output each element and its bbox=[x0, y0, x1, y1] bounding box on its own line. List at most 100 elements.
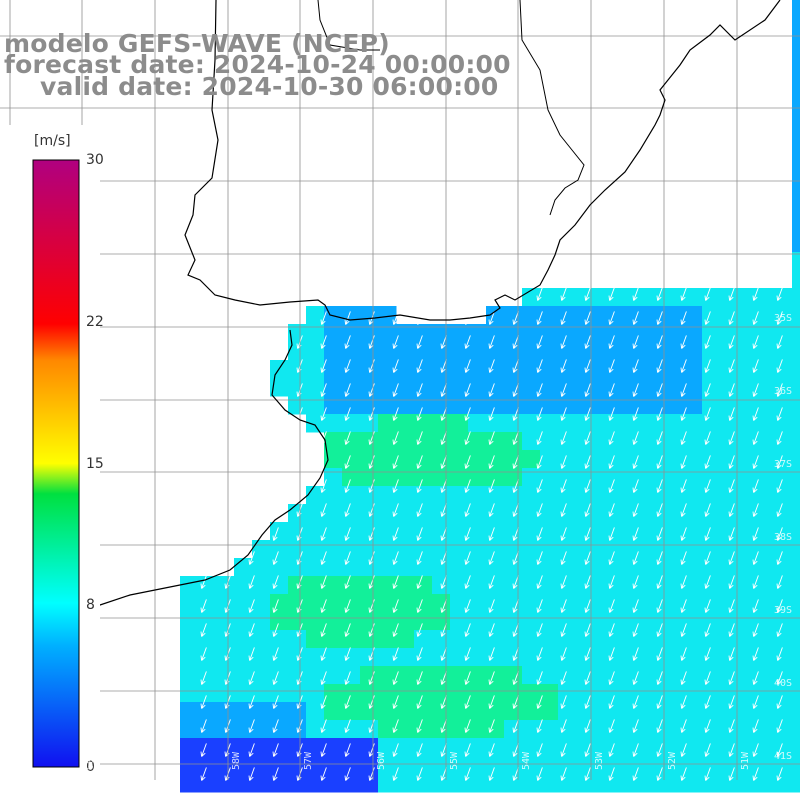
wind-arrow bbox=[488, 359, 495, 373]
wind-cell bbox=[558, 324, 577, 343]
wind-cell bbox=[414, 756, 433, 775]
longitude-label: 51W bbox=[740, 751, 751, 770]
wind-cell bbox=[396, 756, 415, 775]
wind-arrow bbox=[560, 431, 567, 445]
wind-arrow bbox=[512, 455, 519, 469]
wind-cell bbox=[684, 720, 703, 739]
wind-cell bbox=[612, 378, 631, 397]
wind-arrow bbox=[608, 455, 615, 469]
wind-arrow bbox=[392, 479, 399, 493]
wind-arrow bbox=[656, 431, 663, 445]
wind-cell bbox=[288, 342, 307, 361]
wind-cell bbox=[648, 306, 667, 325]
wind-cell bbox=[450, 612, 469, 631]
wind-cell bbox=[594, 612, 613, 631]
wind-cell bbox=[450, 486, 469, 505]
wind-cell bbox=[630, 594, 649, 613]
coastline bbox=[184, 0, 781, 321]
wind-cell bbox=[594, 522, 613, 541]
wind-cell bbox=[540, 702, 559, 721]
wind-cell bbox=[252, 576, 271, 595]
wind-arrow bbox=[584, 407, 591, 421]
wind-arrow bbox=[248, 599, 255, 613]
wind-cell bbox=[684, 594, 703, 613]
wind-arrow bbox=[728, 503, 735, 517]
wind-arrow bbox=[752, 383, 759, 397]
wind-cell bbox=[576, 342, 595, 361]
wind-cell bbox=[558, 648, 577, 667]
wind-cell bbox=[432, 396, 451, 415]
wind-cell bbox=[306, 558, 325, 577]
wind-arrow bbox=[752, 311, 759, 325]
wind-cell bbox=[180, 720, 199, 739]
wind-cell bbox=[630, 738, 649, 757]
wind-cell bbox=[774, 666, 793, 685]
wind-cell bbox=[504, 468, 523, 487]
wind-arrow bbox=[392, 455, 399, 469]
wind-arrow bbox=[752, 335, 759, 349]
wind-cell bbox=[630, 450, 649, 469]
wind-arrow bbox=[272, 767, 279, 781]
wind-arrow bbox=[536, 671, 543, 685]
wind-cell bbox=[612, 522, 631, 541]
wind-cell bbox=[324, 576, 343, 595]
wind-cell bbox=[270, 720, 289, 739]
wind-arrow bbox=[704, 623, 711, 637]
wind-cell bbox=[738, 360, 757, 379]
wind-arrow bbox=[272, 695, 279, 709]
wind-cell bbox=[792, 306, 800, 325]
wind-cell bbox=[540, 378, 559, 397]
wind-arrow bbox=[488, 527, 495, 541]
wind-cell bbox=[252, 594, 271, 613]
wind-arrow bbox=[776, 383, 783, 397]
wind-arrow bbox=[392, 575, 399, 589]
wind-cell bbox=[378, 594, 397, 613]
wind-cell bbox=[504, 540, 523, 559]
wind-cell bbox=[756, 522, 775, 541]
wind-cell bbox=[576, 594, 595, 613]
wind-arrow bbox=[440, 671, 447, 685]
wind-arrow bbox=[344, 599, 351, 613]
wind-cell bbox=[774, 648, 793, 667]
wind-cell bbox=[774, 738, 793, 757]
wind-cell bbox=[738, 666, 757, 685]
wind-cell bbox=[450, 720, 469, 739]
wind-arrow bbox=[536, 503, 543, 517]
wind-cell bbox=[774, 522, 793, 541]
wind-cell bbox=[540, 468, 559, 487]
wind-cell bbox=[594, 648, 613, 667]
wind-arrow bbox=[728, 671, 735, 685]
wind-cell bbox=[324, 396, 343, 415]
wind-cell bbox=[558, 522, 577, 541]
wind-arrow bbox=[656, 287, 663, 301]
wind-arrow bbox=[680, 431, 687, 445]
wind-cell bbox=[648, 450, 667, 469]
wind-cell bbox=[666, 414, 685, 433]
wind-cell bbox=[702, 288, 721, 307]
wind-cell bbox=[522, 756, 541, 775]
wind-arrow bbox=[608, 359, 615, 373]
wind-cell bbox=[666, 774, 685, 793]
wind-cell bbox=[684, 522, 703, 541]
wind-cell bbox=[684, 450, 703, 469]
wind-cell bbox=[720, 756, 739, 775]
wind-arrow bbox=[776, 551, 783, 565]
wind-arrow bbox=[656, 383, 663, 397]
wind-cell bbox=[720, 486, 739, 505]
wind-cell bbox=[486, 756, 505, 775]
wind-cell bbox=[522, 720, 541, 739]
wind-arrow bbox=[608, 767, 615, 781]
wind-cell bbox=[684, 684, 703, 703]
wind-cell bbox=[612, 324, 631, 343]
wind-arrow bbox=[560, 647, 567, 661]
wind-cell bbox=[612, 396, 631, 415]
wind-cell bbox=[684, 306, 703, 325]
wind-cell bbox=[666, 468, 685, 487]
wind-arrow bbox=[416, 695, 423, 709]
wind-cell bbox=[738, 612, 757, 631]
wind-cell bbox=[522, 630, 541, 649]
wind-arrow bbox=[320, 527, 327, 541]
wind-arrow bbox=[584, 479, 591, 493]
wind-cell bbox=[522, 360, 541, 379]
wind-arrow bbox=[464, 575, 471, 589]
